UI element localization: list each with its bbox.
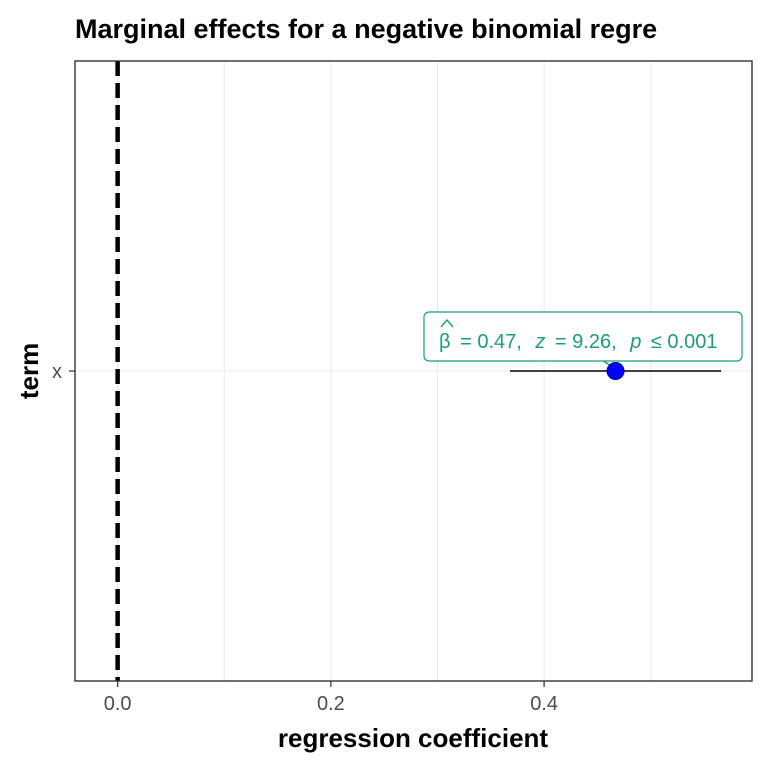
- annotation-beta-symbol: β: [439, 331, 451, 353]
- x-axis-title: regression coefficient: [278, 723, 549, 753]
- annotation-beta-value: = 0.47,: [460, 331, 522, 353]
- svg-text:β = 0.47, z: β = 0.47, z = 9.26, p ≤ 0.001: [439, 331, 717, 353]
- annotation-z-value: = 9.26,: [555, 331, 617, 353]
- annotation-p-value: ≤ 0.001: [651, 331, 718, 353]
- y-tick-label: x: [52, 361, 62, 383]
- annotation-z-symbol: z: [534, 331, 545, 353]
- annotation-hat-icon: [440, 318, 454, 328]
- estimate-point: [606, 362, 625, 380]
- annotation-box: [423, 311, 743, 362]
- axis-layer: 0.0 0.2 0.4 x: [52, 361, 558, 715]
- data-layer: [509, 360, 722, 380]
- y-axis-title: term: [14, 343, 44, 399]
- x-tick-label: 0.2: [317, 693, 345, 715]
- chart-title: Marginal effects for a negative binomial…: [75, 14, 657, 44]
- x-tick-label: 0.4: [530, 693, 558, 715]
- x-tick-label: 0.0: [104, 693, 132, 715]
- annotation-p-symbol: p: [629, 331, 641, 353]
- annotation-label: β = 0.47, z = 9.26, p ≤ 0.001: [423, 311, 743, 362]
